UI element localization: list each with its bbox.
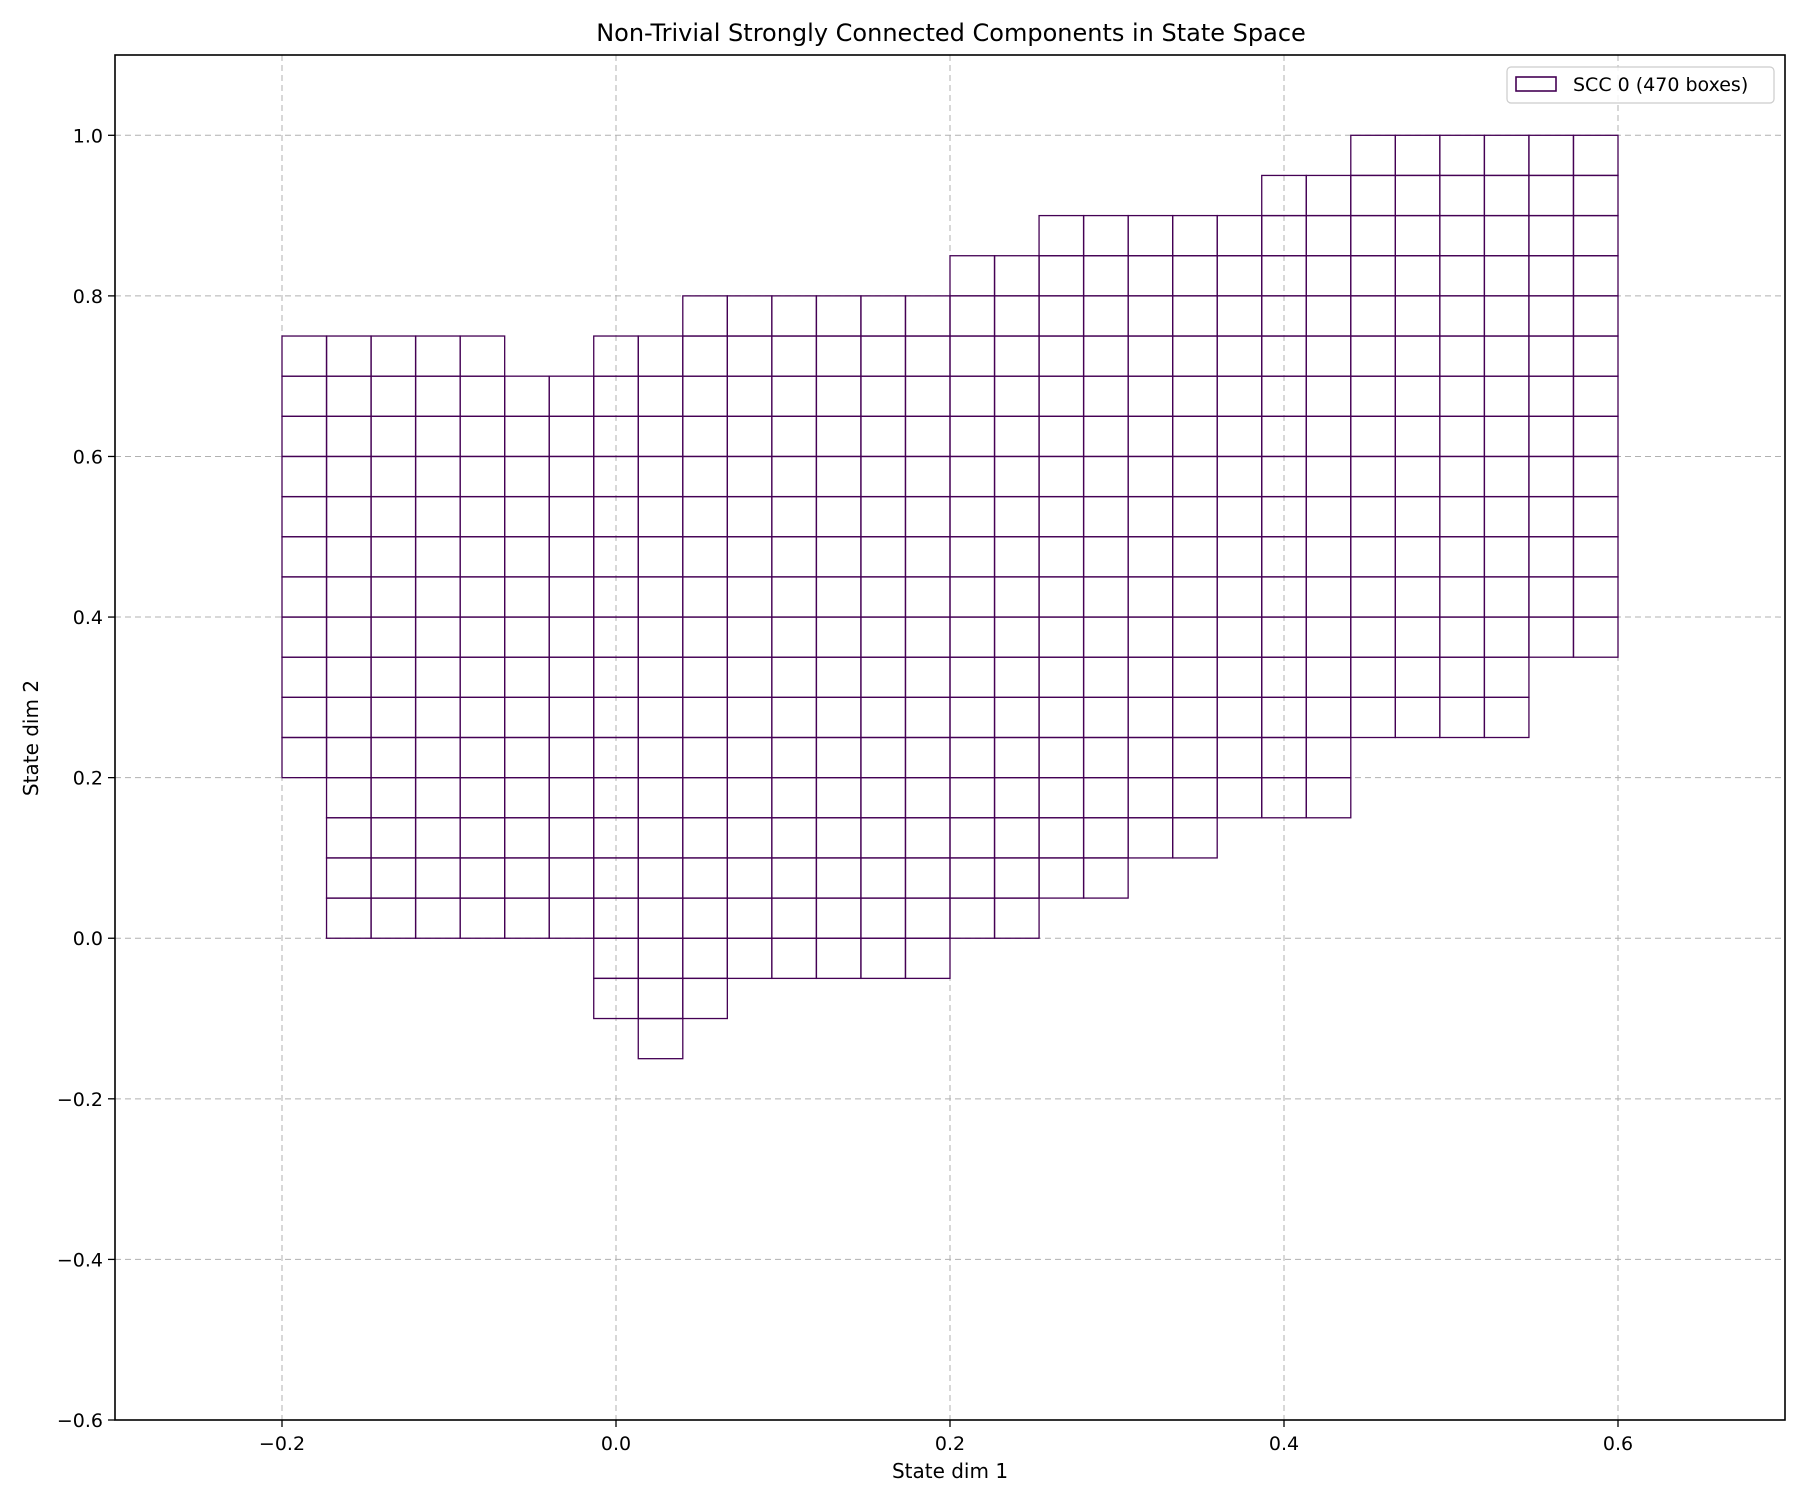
y-tick-label: −0.4 xyxy=(57,1249,103,1271)
legend-frame xyxy=(1506,66,1775,104)
axis-ticks: −0.2 0.0 0.2 0.4 0.6 −0.6 −0.4 −0.2 0.0 0.2 0.4 0.6… xyxy=(57,125,1633,1455)
y-tick-label: −0.6 xyxy=(57,1410,103,1432)
scc-box xyxy=(459,335,506,377)
x-tick-label: −0.2 xyxy=(259,1433,305,1455)
legend-label: SCC 0 (470 boxes) xyxy=(1573,74,1748,96)
y-tick-label: 0.0 xyxy=(73,928,103,950)
y-tick-label: 0.8 xyxy=(73,286,103,308)
y-tick-label: 1.0 xyxy=(73,125,103,147)
scc-box xyxy=(1572,134,1619,177)
x-tick-label: 0.4 xyxy=(1269,1433,1299,1455)
y-tick-label: −0.2 xyxy=(57,1089,103,1111)
y-tick-label: 0.2 xyxy=(73,768,103,790)
x-tick-label: 0.0 xyxy=(601,1433,631,1455)
x-tick-label: 0.2 xyxy=(935,1433,965,1455)
y-tick-label: 0.6 xyxy=(73,446,103,468)
legend: SCC 0 (470 boxes) xyxy=(1506,66,1775,104)
legend-swatch xyxy=(1515,76,1557,92)
x-axis-label: State dim 1 xyxy=(892,1459,1008,1483)
chart-title: Non-Trivial Strongly Connected Component… xyxy=(596,19,1306,47)
x-tick-label: 0.6 xyxy=(1603,1433,1633,1455)
y-axis-label: State dim 2 xyxy=(19,680,43,796)
scc-boxes xyxy=(281,134,1619,1060)
y-tick-label: 0.4 xyxy=(73,607,103,629)
